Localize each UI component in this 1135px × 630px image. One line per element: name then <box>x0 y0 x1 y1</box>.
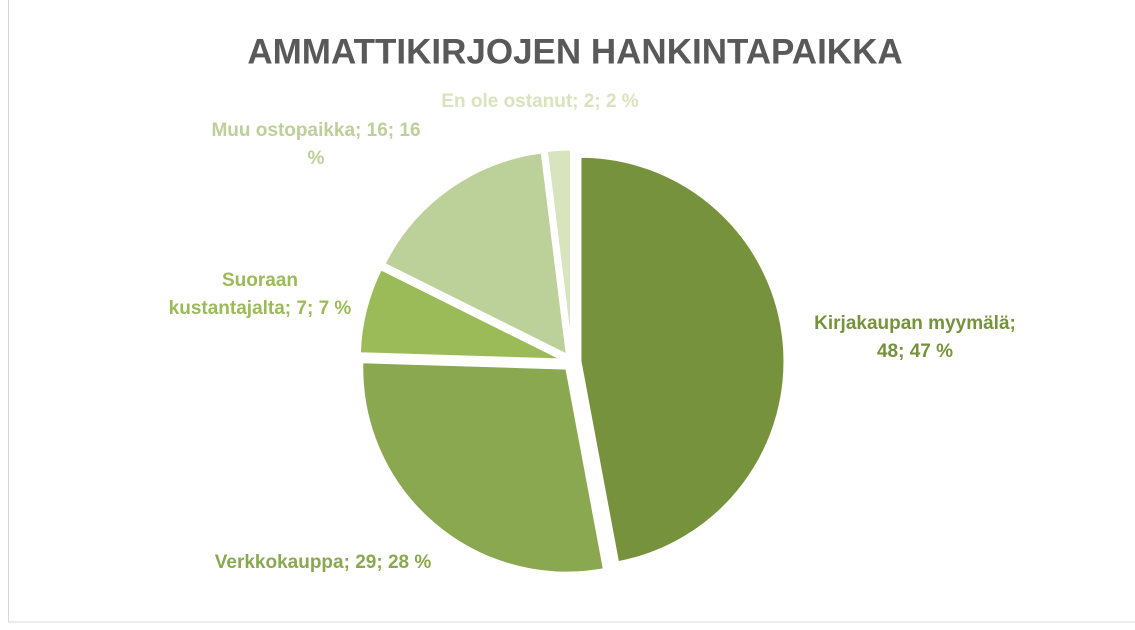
chart-frame <box>8 0 1135 623</box>
pie-slice <box>544 147 574 355</box>
pie-slice <box>357 266 565 362</box>
data-label: En ole ostanut; 2; 2 % <box>441 91 639 112</box>
data-label: Muu ostopaikka; 16; 16 % <box>211 120 421 169</box>
pie-slice <box>578 154 787 565</box>
data-label: Verkkokauppa; 29; 28 % <box>214 552 432 573</box>
pie-slice <box>381 150 570 359</box>
pie-slice <box>360 360 607 575</box>
data-label: Kirjakaupan myymälä; 48; 47 % <box>814 313 1016 362</box>
data-label: Suoraan kustantajalta; 7; 7 % <box>168 270 352 319</box>
chart-title: AMMATTIKIRJOJEN HANKINTAPAIKKA <box>247 32 902 71</box>
